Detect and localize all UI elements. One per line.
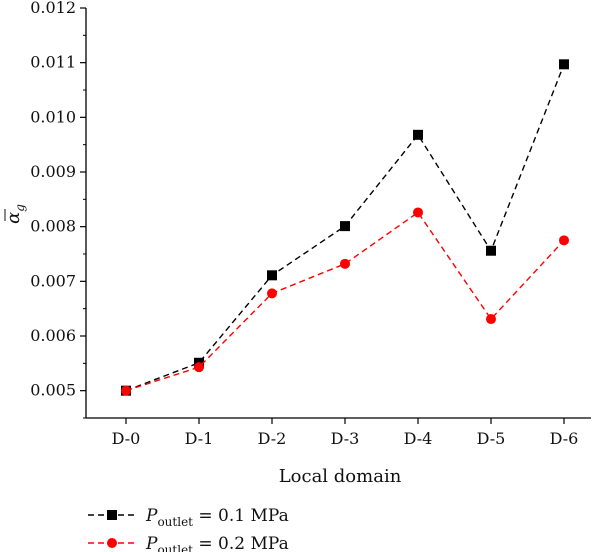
legend-label: Poutlet = 0.1 MPa (145, 506, 289, 529)
y-axis-title-sub: g (13, 204, 27, 212)
y-tick-label: 0.012 (30, 0, 76, 17)
legend-marker (107, 538, 117, 548)
y-tick-label: 0.008 (30, 217, 76, 236)
data-point (486, 245, 496, 256)
series-line (125, 211, 565, 392)
y-tick-label: 0.010 (30, 107, 76, 126)
series-1 (121, 59, 569, 396)
data-point (267, 270, 277, 281)
x-tick-label: D-1 (185, 429, 214, 448)
x-tick-label: D-6 (550, 429, 579, 448)
x-tick-label: D-4 (404, 429, 433, 448)
y-tick-label: 0.007 (30, 271, 76, 290)
data-point (340, 258, 350, 269)
x-axis-title-group: Local domain (279, 466, 402, 487)
y-tick-label: 0.006 (30, 326, 76, 345)
data-point (267, 288, 277, 299)
data-point (413, 207, 423, 218)
data-point (486, 314, 496, 325)
legend-item: Poutlet = 0.1 MPa (88, 506, 289, 529)
data-point (559, 235, 569, 246)
legend-label: Poutlet = 0.2 MPa (145, 534, 289, 552)
legend-item: Poutlet = 0.2 MPa (88, 534, 289, 552)
data-point (121, 385, 131, 396)
x-tick-label: D-5 (477, 429, 506, 448)
x-tick-label: D-3 (331, 429, 360, 448)
y-tick-label: 0.011 (30, 53, 76, 72)
y-tick-label: 0.009 (30, 162, 76, 181)
data-point (559, 59, 569, 70)
data-point (194, 362, 204, 373)
y-axis-title-main: α (3, 212, 24, 224)
y-tick-label: 0.005 (30, 381, 76, 400)
legend-marker (107, 510, 117, 520)
series-layer (121, 59, 569, 396)
x-axis-title: Local domain (279, 466, 402, 487)
legend: Poutlet = 0.1 MPa Poutlet = 0.2 MPa (88, 506, 289, 552)
x-tick-label: D-0 (112, 429, 141, 448)
data-point (340, 221, 350, 232)
series-2 (121, 207, 569, 396)
y-axis-title: αg (3, 204, 27, 224)
x-tick-label: D-2 (258, 429, 287, 448)
data-point (413, 129, 423, 140)
y-axis-title-group: αg (3, 204, 27, 224)
axes: 0.005 0.006 0.007 0.008 0.009 0.010 0.011 0.012… (30, 0, 591, 448)
